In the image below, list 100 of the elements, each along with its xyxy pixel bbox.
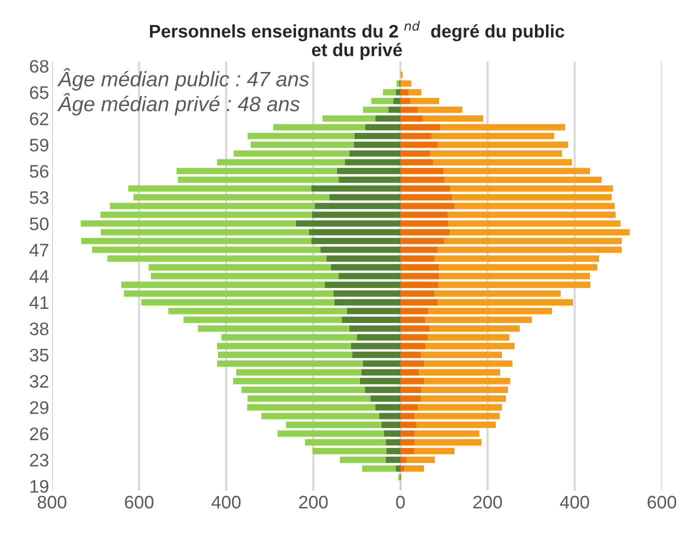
y-tick-label: 68: [30, 60, 48, 73]
bar: [437, 246, 622, 253]
x-tick-label: 600: [648, 496, 676, 509]
bar: [375, 115, 400, 122]
y-tick-label: 23: [30, 454, 48, 467]
bar: [400, 264, 440, 270]
bar: [371, 98, 394, 104]
bar: [400, 352, 421, 358]
bar: [425, 316, 532, 323]
bar: [330, 264, 400, 270]
y-tick-label: 32: [30, 374, 48, 388]
bar: [248, 395, 370, 402]
y-tick-label: 41: [30, 296, 48, 309]
bar: [438, 142, 568, 148]
bar: [312, 212, 400, 218]
x-tick-label: 400: [212, 496, 241, 509]
bar: [400, 378, 424, 384]
bar: [400, 255, 435, 262]
bar: [100, 229, 309, 236]
bar: [80, 220, 296, 227]
x-tick-label: 200: [473, 496, 502, 509]
bar: [400, 334, 428, 340]
bar: [400, 360, 424, 367]
bar: [414, 412, 500, 420]
bar: [168, 308, 347, 314]
bar: [424, 378, 510, 384]
bar: [396, 465, 400, 472]
bar: [356, 334, 400, 340]
bar: [400, 168, 444, 174]
bar: [400, 316, 426, 323]
x-tick-label: 200: [299, 496, 328, 509]
bar: [400, 220, 448, 227]
bar: [410, 98, 440, 104]
bar: [400, 150, 430, 157]
bar: [305, 439, 386, 446]
bar: [400, 299, 438, 306]
annotation: Âge médian public : 47 ans: [57, 68, 309, 91]
y-tick-label: 50: [30, 217, 48, 230]
bar: [342, 316, 400, 323]
bar: [396, 80, 400, 87]
bar: [400, 80, 412, 87]
bar: [400, 386, 422, 393]
x-tick-label: 600: [124, 496, 154, 509]
x-tick-label: 400: [560, 496, 590, 509]
bar: [362, 465, 396, 472]
bar: [439, 272, 590, 280]
bar: [128, 185, 312, 192]
bar: [400, 176, 444, 183]
bar: [141, 299, 334, 306]
bar: [361, 369, 400, 376]
bar: [400, 132, 432, 140]
bar: [384, 430, 400, 437]
bar: [333, 290, 400, 297]
bar: [217, 360, 363, 367]
bar: [360, 378, 400, 384]
y-tick-label: 35: [30, 348, 48, 362]
bar: [400, 229, 450, 236]
bar: [408, 89, 422, 96]
y-tick-label: 47: [30, 244, 48, 256]
bar: [365, 124, 400, 130]
bar: [434, 290, 561, 297]
bar: [386, 439, 400, 446]
bar: [312, 448, 387, 454]
bar: [370, 395, 400, 402]
y-tick-label: 53: [30, 191, 48, 204]
bar: [250, 142, 354, 148]
bar: [400, 238, 444, 244]
bar: [400, 142, 438, 148]
bar: [241, 386, 365, 393]
bar: [400, 308, 428, 314]
bar: [439, 264, 598, 270]
bar: [400, 412, 415, 420]
bar: [400, 325, 430, 332]
bar: [400, 465, 404, 472]
bar: [234, 150, 350, 157]
bar: [452, 194, 612, 200]
bar: [400, 212, 448, 218]
bar: [418, 106, 462, 113]
bar: [400, 98, 410, 104]
bar: [400, 115, 424, 122]
bar: [400, 439, 415, 446]
bar: [444, 238, 622, 244]
bar: [400, 448, 414, 454]
bar: [428, 308, 552, 314]
bar: [386, 448, 400, 454]
bar: [311, 238, 400, 244]
bar: [400, 395, 421, 402]
bar: [424, 360, 512, 367]
bar: [400, 106, 418, 113]
bar: [448, 212, 616, 218]
bar: [420, 395, 506, 402]
bar: [362, 106, 388, 113]
bar: [354, 132, 400, 140]
bar: [444, 168, 590, 174]
bar: [419, 369, 500, 376]
bar: [178, 176, 339, 183]
bar: [433, 159, 572, 166]
bar: [110, 202, 315, 210]
bar: [400, 159, 434, 166]
bar: [400, 194, 452, 200]
